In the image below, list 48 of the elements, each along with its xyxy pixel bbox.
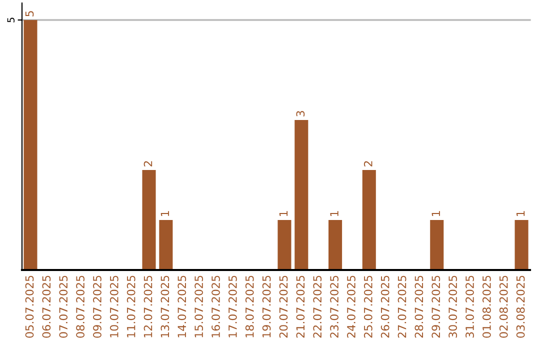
x-tick-label: 06.07.2025: [42, 276, 51, 338]
data-label: 1: [330, 211, 338, 216]
x-tick-label: 17.07.2025: [228, 276, 237, 338]
x-tick-label: 31.07.2025: [466, 276, 474, 338]
x-tick-label: 30.07.2025: [448, 276, 458, 338]
x-tick-label: 08.07.2025: [76, 276, 84, 338]
bar: [362, 170, 376, 270]
x-tick-label: 02.08.2025: [499, 276, 508, 338]
x-tick-label: 13.07.2025: [160, 276, 170, 338]
bar: [328, 220, 342, 270]
data-label: 1: [516, 211, 525, 216]
x-tick-label: 11.07.2025: [126, 276, 136, 338]
x-tick-label: 28.07.2025: [414, 276, 424, 338]
x-tick-label: 18.07.2025: [245, 276, 254, 338]
x-tick-label: 15.07.2025: [194, 276, 204, 338]
data-label: 5: [25, 11, 34, 16]
x-tick-label: 03.08.2025: [516, 276, 525, 338]
x-tick-label: 23.07.2025: [330, 276, 338, 338]
bar: [142, 170, 156, 270]
bar: [24, 20, 38, 270]
x-tick-label: 22.07.2025: [313, 276, 322, 338]
data-label: 1: [279, 211, 288, 216]
x-tick-label: 16.07.2025: [212, 276, 220, 338]
bar: [294, 120, 308, 270]
x-tick-label: 09.07.2025: [93, 276, 102, 338]
x-tick-label: 25.07.2025: [364, 276, 372, 338]
x-tick-label: 27.07.2025: [398, 276, 406, 338]
x-tick-label: 24.07.2025: [347, 276, 356, 338]
data-label: 2: [144, 161, 152, 166]
data-label: 1: [432, 211, 440, 216]
data-label: 2: [364, 161, 372, 166]
bar: [159, 220, 173, 270]
x-tick-label: 26.07.2025: [380, 276, 390, 338]
bar: [514, 220, 528, 270]
x-tick-label: 01.08.2025: [482, 276, 491, 338]
x-tick-label: 14.07.2025: [178, 276, 186, 338]
x-tick-label: 29.07.2025: [432, 276, 440, 338]
x-tick-label: 10.07.2025: [110, 276, 118, 338]
bar: [278, 220, 292, 270]
x-tick-label: 05.07.2025: [25, 276, 34, 338]
data-label: 1: [160, 211, 169, 216]
bar: [430, 220, 444, 270]
x-tick-label: 07.07.2025: [59, 276, 68, 338]
x-tick-label: 20.07.2025: [279, 276, 288, 338]
x-tick-label: 21.07.2025: [296, 276, 305, 338]
x-tick-label: 12.07.2025: [144, 276, 152, 338]
data-label: 3: [296, 111, 305, 116]
x-tick-label: 19.07.2025: [262, 276, 271, 338]
